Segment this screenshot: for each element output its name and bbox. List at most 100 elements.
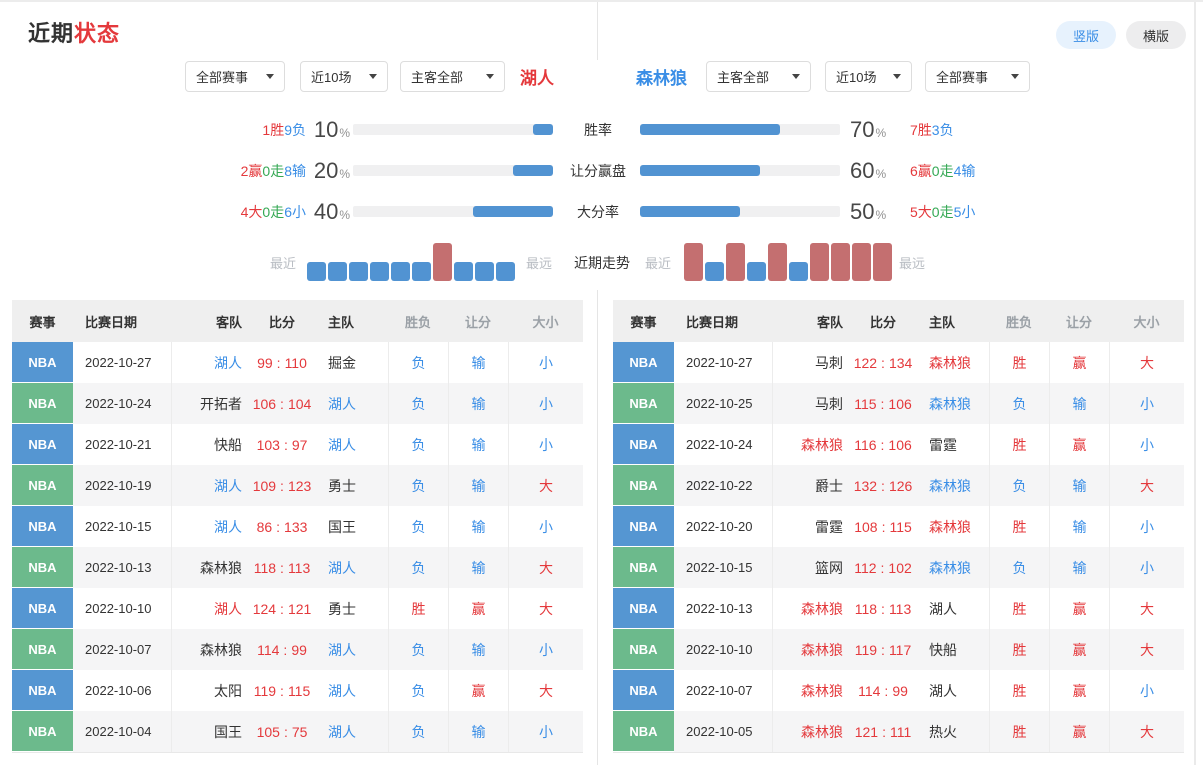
home-team-cell: 森林狼 — [929, 559, 971, 576]
away-score: 116 — [854, 436, 877, 453]
away-score: 119 — [253, 682, 277, 699]
home-team-cell: 森林狼 — [929, 477, 971, 494]
score-separator: : — [882, 723, 886, 740]
score-separator: : — [881, 641, 885, 658]
home-score: 110 — [284, 354, 307, 371]
league-badge: NBA — [12, 670, 73, 711]
left-record: 2赢0走8输 — [170, 161, 306, 181]
record-segment: 8输 — [284, 163, 306, 179]
score-cell: 106:104 — [242, 383, 322, 424]
date-cell: 2022-10-10 — [674, 629, 773, 670]
trend-loss-block — [349, 262, 368, 281]
win-loss-cell: 胜 — [989, 711, 1049, 752]
date-cell: 2022-10-22 — [674, 465, 773, 506]
score-separator: : — [283, 723, 288, 740]
table-row: NBA 2022-10-20 雷霆 108:115 森林狼胜输小 — [613, 506, 1184, 547]
home-score: 121 — [287, 600, 312, 617]
away-score: 86 — [256, 518, 273, 535]
league-badge: NBA — [12, 629, 73, 670]
left-trend-blocks — [307, 242, 515, 281]
left-venue-filter[interactable]: 主客全部 — [400, 61, 505, 92]
right-record: 5大0走5小 — [910, 202, 1070, 222]
table-row: NBA 2022-10-24 森林狼 116:106 雷霆胜赢小 — [613, 424, 1184, 465]
away-team-cell: 森林狼 — [801, 682, 843, 699]
score-cell: 121:111 — [843, 711, 923, 752]
percent-value: 70 — [850, 117, 875, 142]
chevron-down-icon — [266, 74, 274, 79]
table-row: NBA 2022-10-10 森林狼 119:117 快船胜赢大 — [613, 629, 1184, 670]
horizontal-view-button[interactable]: 横版 — [1126, 21, 1186, 49]
away-score: 105 — [256, 723, 280, 740]
table-row: NBA 2022-10-07 森林狼 114:99 湖人胜赢小 — [613, 670, 1184, 711]
scrollbar-track[interactable] — [1194, 2, 1196, 765]
win-loss-cell: 负 — [388, 424, 448, 465]
vertical-view-button[interactable]: 竖版 — [1056, 21, 1116, 49]
percent-value: 10 — [313, 117, 339, 142]
away-score: 118 — [253, 559, 277, 576]
left-stat-bar — [353, 124, 553, 135]
away-team-cell: 森林狼 — [801, 723, 843, 740]
total-result-cell: 小 — [508, 711, 583, 752]
date-cell: 2022-10-21 — [73, 424, 172, 465]
column-header: 比赛日期 — [85, 314, 138, 330]
right-games-table: 赛事 比赛日期 客队 比分 主队 胜负 让分 大小 NBA 2022-10-27 马刺 122:134… — [613, 300, 1184, 753]
left-percent: 10% — [300, 114, 350, 145]
spread-result-cell: 输 — [1049, 506, 1109, 547]
win-loss-cell: 负 — [388, 506, 448, 547]
trend-win-block — [831, 243, 850, 281]
league-badge: NBA — [613, 547, 674, 588]
score-separator: : — [280, 559, 284, 576]
home-team-cell: 森林狼 — [929, 354, 971, 371]
away-score: 114 — [257, 641, 280, 658]
stat-row: 2赢0走8输 20% 让分赢盘 60% 6赢0走4输 — [0, 155, 1203, 186]
table-row: NBA 2022-10-24 开拓者 106:104 湖人负输小 — [12, 383, 583, 424]
home-score: 102 — [888, 559, 912, 576]
trend-loss-block — [747, 262, 766, 281]
win-loss-cell: 胜 — [989, 506, 1049, 547]
score-cell: 86:133 — [242, 506, 322, 547]
win-loss-cell: 胜 — [989, 670, 1049, 711]
total-result-cell: 大 — [1109, 711, 1184, 752]
home-score: 117 — [888, 641, 912, 658]
spread-result-cell: 输 — [448, 383, 508, 424]
record-segment: 0走 — [262, 204, 285, 220]
total-result-cell: 大 — [1109, 342, 1184, 383]
left-games-filter[interactable]: 近10场 — [300, 61, 388, 92]
score-separator: : — [881, 477, 885, 494]
stat-metric-label: 大分率 — [577, 204, 619, 220]
away-team-cell: 森林狼 — [801, 641, 843, 658]
league-cell: NBA — [613, 506, 674, 547]
right-games-filter[interactable]: 近10场 — [825, 61, 912, 92]
away-team-cell: 雷霆 — [815, 518, 843, 535]
score-cell: 119:115 — [242, 670, 322, 711]
home-score: 115 — [287, 682, 311, 699]
league-cell: NBA — [613, 424, 674, 465]
home-team-cell: 热火 — [929, 723, 957, 740]
trend-near-label-right: 最近 — [645, 256, 672, 271]
left-league-filter[interactable]: 全部赛事 — [185, 61, 285, 92]
column-header: 胜负 — [404, 314, 431, 330]
column-header: 主队 — [929, 314, 956, 330]
trend-loss-block — [370, 262, 389, 281]
home-team-cell: 湖人 — [929, 600, 957, 617]
right-league-filter[interactable]: 全部赛事 — [925, 61, 1030, 92]
total-result-cell: 大 — [1109, 588, 1184, 629]
win-loss-cell: 胜 — [989, 342, 1049, 383]
percent-value: 60 — [850, 158, 875, 183]
left-percent: 20% — [300, 155, 350, 186]
away-score: 132 — [853, 477, 878, 494]
chevron-down-icon — [369, 74, 377, 79]
percent-value: 40 — [313, 199, 339, 224]
record-segment: 5小 — [953, 204, 976, 220]
right-venue-filter[interactable]: 主客全部 — [706, 61, 811, 92]
trend-loss-block — [475, 262, 494, 281]
home-score: 75 — [291, 723, 308, 740]
left-stat-bar-fill — [533, 124, 553, 135]
right-percent: 60% — [850, 155, 902, 186]
away-score: 108 — [854, 518, 878, 535]
score-separator: : — [280, 600, 284, 617]
away-score: 121 — [854, 723, 879, 740]
left-venue-filter-value: 主客全部 — [411, 70, 464, 85]
table-row: NBA 2022-10-05 森林狼 121:111 热火胜赢大 — [613, 711, 1184, 752]
